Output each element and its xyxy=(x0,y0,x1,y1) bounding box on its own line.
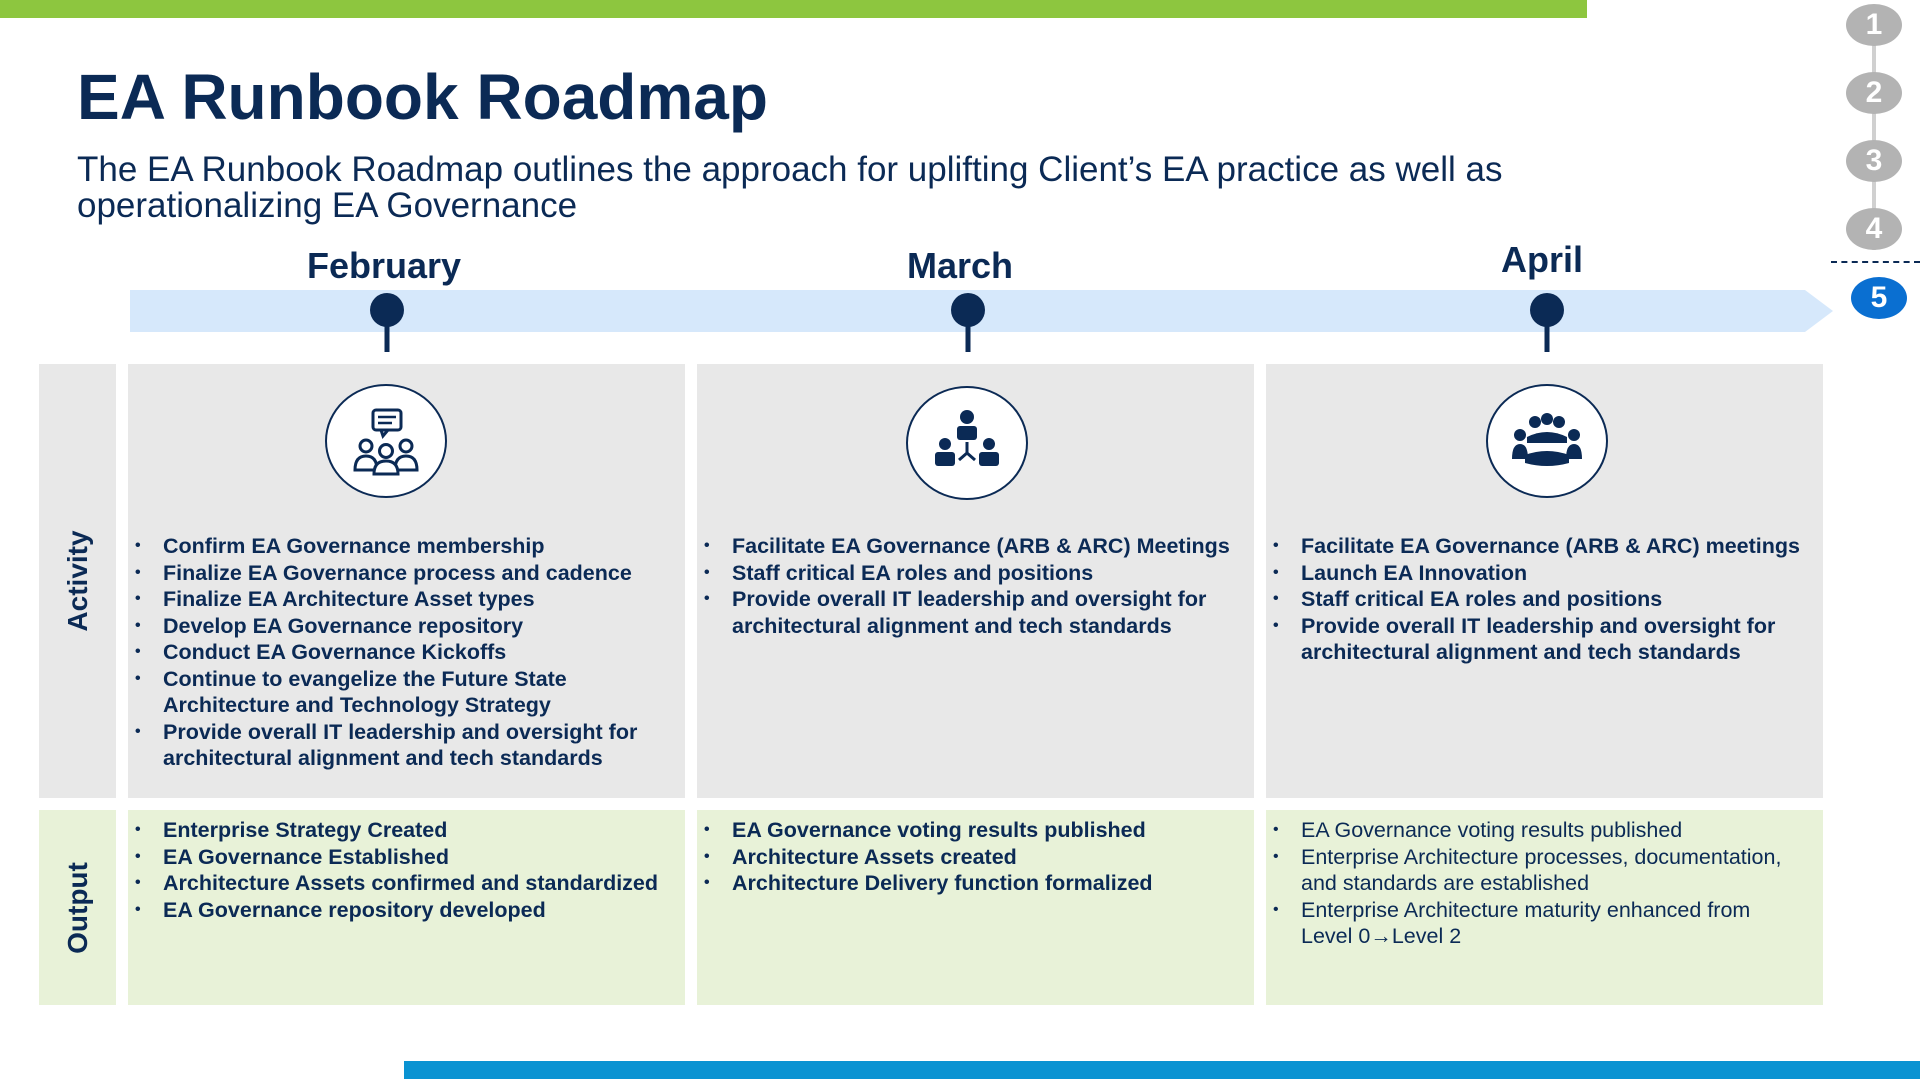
list-item: Provide overall IT leadership and oversi… xyxy=(1266,613,1821,666)
list-item: Provide overall IT leadership and oversi… xyxy=(128,719,678,772)
list-item: EA Governance voting results published xyxy=(1266,817,1796,844)
list-item: EA Governance voting results published xyxy=(697,817,1247,844)
list-item: Staff critical EA roles and positions xyxy=(1266,586,1821,613)
org-hierarchy-icon xyxy=(906,386,1028,500)
output-cell-march: EA Governance voting results published A… xyxy=(697,810,1254,1005)
list-item: Enterprise Strategy Created xyxy=(128,817,678,844)
activity-list-april: Facilitate EA Governance (ARB & ARC) mee… xyxy=(1266,533,1821,666)
activity-cell-april: Facilitate EA Governance (ARB & ARC) mee… xyxy=(1266,364,1823,798)
list-item: Architecture Delivery function formalize… xyxy=(697,870,1247,897)
activity-list-march: Facilitate EA Governance (ARB & ARC) Mee… xyxy=(697,533,1252,639)
activity-cell-march: Facilitate EA Governance (ARB & ARC) Mee… xyxy=(697,364,1254,798)
discussion-group-icon xyxy=(325,384,447,498)
list-item: Develop EA Governance repository xyxy=(128,613,678,640)
list-item: Conduct EA Governance Kickoffs xyxy=(128,639,678,666)
top-accent-bar xyxy=(0,0,1587,18)
activity-cell-february: Confirm EA Governance membership Finaliz… xyxy=(128,364,685,798)
map-pin-icon xyxy=(1530,293,1564,352)
output-cell-february: Enterprise Strategy Created EA Governanc… xyxy=(128,810,685,1005)
list-item: Staff critical EA roles and positions xyxy=(697,560,1252,587)
list-item: Architecture Assets created xyxy=(697,844,1247,871)
step-4-button[interactable]: 4 xyxy=(1846,208,1902,250)
list-item: Enterprise Architecture maturity enhance… xyxy=(1266,897,1796,950)
list-item: Facilitate EA Governance (ARB & ARC) Mee… xyxy=(697,533,1252,560)
team-meeting-icon xyxy=(1486,384,1608,498)
output-row-header: Output xyxy=(39,810,116,1005)
list-item: EA Governance Established xyxy=(128,844,678,871)
step-3-button[interactable]: 3 xyxy=(1846,140,1902,182)
month-label-february: February xyxy=(306,245,462,286)
activity-row-header: Activity xyxy=(39,364,116,798)
map-pin-icon xyxy=(370,293,404,352)
list-item: Enterprise Architecture processes, docum… xyxy=(1266,844,1796,897)
output-row-label: Output xyxy=(61,861,93,954)
list-item: Launch EA Innovation xyxy=(1266,560,1821,587)
output-list-march: EA Governance voting results published A… xyxy=(697,817,1247,897)
map-pin-icon xyxy=(951,293,985,352)
list-item: Finalize EA Architecture Asset types xyxy=(128,586,678,613)
list-item: Finalize EA Governance process and caden… xyxy=(128,560,678,587)
activity-list-february: Confirm EA Governance membership Finaliz… xyxy=(128,533,678,772)
list-item: Provide overall IT leadership and oversi… xyxy=(697,586,1252,639)
output-list-april: EA Governance voting results published E… xyxy=(1266,817,1796,950)
activity-row-label: Activity xyxy=(61,530,93,632)
output-cell-april: EA Governance voting results published E… xyxy=(1266,810,1823,1005)
list-item: Confirm EA Governance membership xyxy=(128,533,678,560)
month-label-april: April xyxy=(1500,239,1583,280)
list-item: Continue to evangelize the Future State … xyxy=(128,666,678,719)
step-5-button-active[interactable]: 5 xyxy=(1851,277,1907,319)
list-item: Facilitate EA Governance (ARB & ARC) mee… xyxy=(1266,533,1821,560)
step-connector-line xyxy=(1872,6,1876,250)
bottom-accent-bar xyxy=(404,1061,1920,1079)
output-list-february: Enterprise Strategy Created EA Governanc… xyxy=(128,817,678,923)
step-divider xyxy=(1831,261,1920,263)
list-item: Architecture Assets confirmed and standa… xyxy=(128,870,678,897)
month-label-march: March xyxy=(906,245,1014,286)
step-2-button[interactable]: 2 xyxy=(1846,72,1902,114)
page-title: EA Runbook Roadmap xyxy=(77,61,768,133)
step-1-button[interactable]: 1 xyxy=(1846,4,1902,46)
list-item: EA Governance repository developed xyxy=(128,897,678,924)
page-subtitle: The EA Runbook Roadmap outlines the appr… xyxy=(77,150,1503,225)
